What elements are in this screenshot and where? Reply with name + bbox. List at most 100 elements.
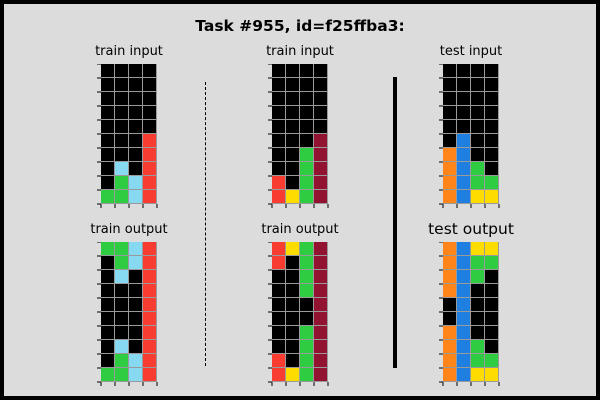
grid-cell	[300, 354, 314, 368]
grid-cell	[314, 134, 328, 148]
train1-output-label: train output	[90, 222, 168, 237]
grid-cell	[443, 120, 457, 134]
grid-cell	[101, 312, 115, 326]
grid-cell	[457, 106, 471, 120]
grid-cell	[286, 340, 300, 354]
grid-cell	[115, 312, 129, 326]
grid-cell	[443, 284, 457, 298]
grid-cell	[300, 368, 314, 382]
grid-cell	[485, 148, 499, 162]
grid-cell	[143, 78, 157, 92]
grid-cell	[314, 148, 328, 162]
grid-cell	[101, 242, 115, 256]
grid-cell	[101, 120, 115, 134]
grid-cell	[129, 134, 143, 148]
grid-cell	[143, 312, 157, 326]
grid-cell	[314, 354, 328, 368]
grid-cell	[314, 312, 328, 326]
grid-cell	[272, 242, 286, 256]
grid-cell	[300, 340, 314, 354]
grid-cell	[485, 176, 499, 190]
grid-cell	[115, 340, 129, 354]
grid-cell	[143, 162, 157, 176]
grid-cell	[129, 270, 143, 284]
grid-cell	[286, 78, 300, 92]
grid-cell	[101, 148, 115, 162]
grid-cell	[272, 64, 286, 78]
grid-cell	[443, 64, 457, 78]
grid-cell	[485, 64, 499, 78]
grid-cell	[129, 312, 143, 326]
test-input-label: test input	[439, 44, 503, 59]
grid-cell	[115, 298, 129, 312]
grid-cell	[286, 148, 300, 162]
grid-cell	[286, 256, 300, 270]
grid-cell	[314, 326, 328, 340]
grid-cell	[443, 326, 457, 340]
grid-cell	[485, 106, 499, 120]
grid-cell	[485, 326, 499, 340]
grid-cell	[485, 284, 499, 298]
grid-cell	[129, 354, 143, 368]
grid-cell	[272, 148, 286, 162]
train-pair-separator	[205, 82, 206, 366]
grid-cell	[300, 106, 314, 120]
grid-cell	[471, 92, 485, 106]
grid-cell	[286, 106, 300, 120]
grid-cell	[286, 312, 300, 326]
grid-cell	[457, 326, 471, 340]
grid-cell	[457, 134, 471, 148]
grid-cell	[143, 270, 157, 284]
grid-cell	[101, 284, 115, 298]
grid-cell	[457, 148, 471, 162]
grid-cell	[457, 242, 471, 256]
grid-cell	[314, 92, 328, 106]
test-output-grid	[443, 242, 499, 382]
grid-cell	[129, 120, 143, 134]
train1-input-label: train input	[95, 44, 163, 59]
grid-cell	[129, 92, 143, 106]
grid-cell	[300, 298, 314, 312]
grid-cell	[286, 270, 300, 284]
grid-cell	[443, 78, 457, 92]
grid-cell	[129, 284, 143, 298]
grid-cell	[457, 78, 471, 92]
grid-cell	[300, 326, 314, 340]
grid-cell	[471, 120, 485, 134]
grid-cell	[314, 368, 328, 382]
grid-cell	[101, 368, 115, 382]
grid-cell	[300, 284, 314, 298]
grid-cell	[143, 326, 157, 340]
grid-cell	[471, 148, 485, 162]
grid-cell	[300, 176, 314, 190]
grid-cell	[314, 270, 328, 284]
grid-cell	[485, 270, 499, 284]
grid-cell	[272, 106, 286, 120]
grid-cell	[457, 120, 471, 134]
grid-cell	[485, 162, 499, 176]
grid-cell	[300, 242, 314, 256]
grid-cell	[300, 270, 314, 284]
grid-cell	[272, 176, 286, 190]
grid-cell	[115, 120, 129, 134]
grid-cell	[286, 326, 300, 340]
grid-cell	[314, 298, 328, 312]
grid-cell	[272, 190, 286, 204]
grid-cell	[115, 256, 129, 270]
grid-cell	[485, 340, 499, 354]
grid-cell	[129, 340, 143, 354]
grid-cell	[471, 256, 485, 270]
grid-cell	[443, 270, 457, 284]
grid-cell	[314, 78, 328, 92]
grid-cell	[143, 298, 157, 312]
grid-cell	[443, 354, 457, 368]
grid-cell	[143, 106, 157, 120]
grid-cell	[115, 270, 129, 284]
grid-cell	[443, 256, 457, 270]
grid-cell	[101, 134, 115, 148]
grid-cell	[485, 354, 499, 368]
grid-cell	[471, 106, 485, 120]
grid-cell	[443, 176, 457, 190]
grid-cell	[443, 242, 457, 256]
